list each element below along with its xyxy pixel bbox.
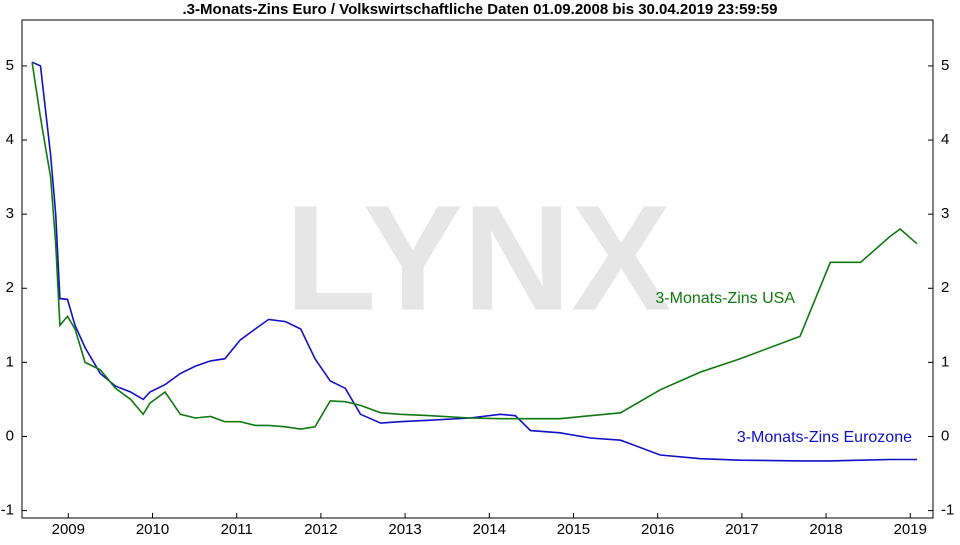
y2-tick-label: 4	[941, 131, 949, 148]
x-tick-label: 2017	[725, 521, 758, 538]
x-tick-label: 2011	[221, 521, 253, 538]
watermark: LYNX	[285, 174, 671, 342]
y-tick-label: -1	[1, 502, 14, 519]
y-tick-label: 2	[6, 279, 14, 296]
y2-tick-label: 2	[941, 279, 949, 296]
y-tick-label: 4	[6, 131, 14, 148]
y-tick-label: 0	[6, 427, 14, 444]
x-tick-label: 2018	[809, 521, 842, 538]
x-tick-label: 2009	[52, 521, 85, 538]
y2-tick-label: -1	[941, 502, 954, 519]
chart-title: .3-Monats-Zins Euro / Volkswirtschaftlic…	[183, 1, 778, 18]
series-label: 3-Monats-Zins USA	[655, 290, 795, 307]
series-line	[31, 62, 918, 430]
y-tick-label: 5	[6, 57, 14, 74]
x-tick-label: 2014	[473, 521, 506, 538]
y2-tick-label: 0	[941, 427, 949, 444]
y2-tick-label: 5	[941, 57, 949, 74]
y2-tick-label: 3	[941, 205, 949, 222]
y2-tick-label: 1	[941, 353, 949, 370]
y-tick-label: 3	[6, 205, 14, 222]
y-tick-label: 1	[6, 353, 14, 370]
plot-frame	[21, 19, 934, 519]
x-tick-label: 2013	[388, 521, 421, 538]
x-tick-label: 2015	[557, 521, 590, 538]
x-tick-label: 2010	[136, 521, 169, 538]
x-tick-label: 2012	[304, 521, 337, 538]
series-label: 3-Monats-Zins Eurozone	[737, 429, 912, 446]
series-line	[31, 61, 917, 462]
x-tick-label: 2016	[641, 521, 674, 538]
x-tick-label: 2019	[894, 521, 927, 538]
